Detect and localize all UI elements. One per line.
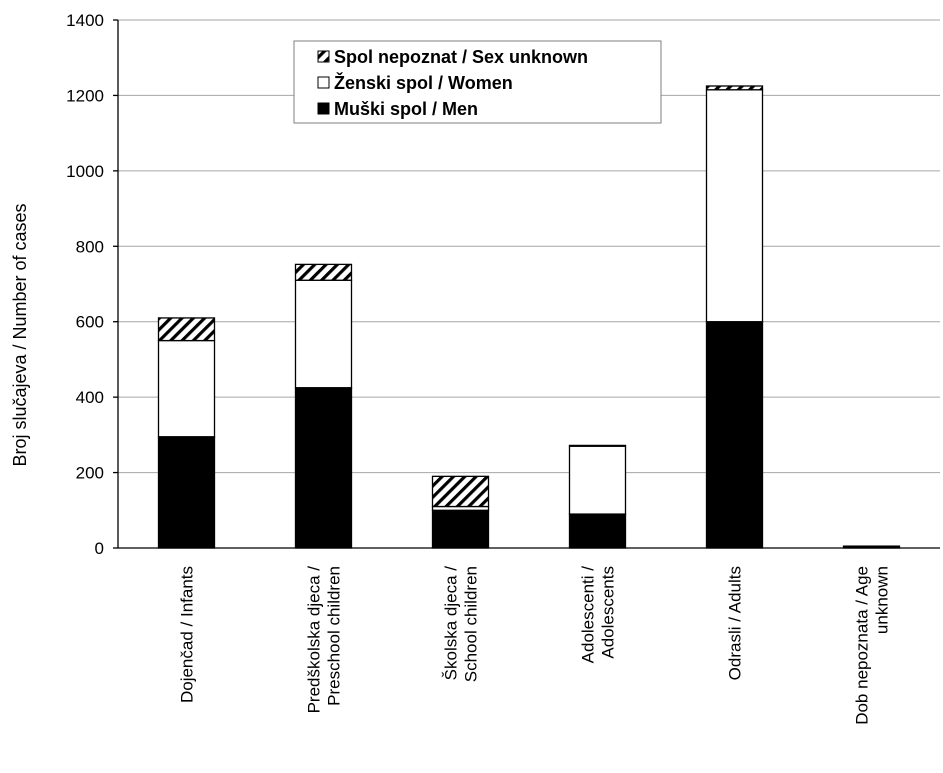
bar-segment	[568, 445, 627, 515]
bar-segment	[157, 317, 216, 342]
x-category-label-line: Predškolska djeca /	[305, 566, 324, 714]
x-category-label: Adolescenti / Adolescents	[579, 566, 618, 664]
legend-box	[293, 40, 662, 124]
legend-entry-label: Muški spol / Men	[334, 99, 478, 119]
y-tick-label: 200	[76, 464, 104, 483]
bar-segment	[705, 321, 764, 549]
x-category-label-line: Preschool children	[325, 566, 344, 706]
bars	[157, 85, 901, 549]
y-axis-ticks: 0 200 400 600 800 1000 1200 1400	[66, 11, 104, 558]
x-category-label-line: unknown	[873, 566, 892, 634]
x-category-label-line: Odrasli / Adults	[726, 566, 745, 680]
bar-segment	[705, 85, 764, 91]
x-category-label-line: Školska djeca /	[442, 566, 461, 681]
x-category-label: Odrasli / Adults	[726, 566, 745, 680]
legend-swatch	[317, 50, 330, 63]
y-tick-label: 1400	[66, 11, 104, 30]
bar-segment	[294, 279, 353, 389]
x-category-label: Dojenčad / Infants	[178, 566, 197, 703]
legend-entry-label: Ženski spol / Women	[334, 72, 513, 93]
bar-segment	[568, 444, 627, 447]
bar-segment	[705, 89, 764, 323]
y-tick-label: 1200	[66, 86, 104, 105]
bar-segment	[431, 475, 490, 508]
bar-segment	[157, 436, 216, 549]
bar-segment	[431, 509, 490, 549]
x-category-label-line: School children	[462, 566, 481, 682]
y-tick-label: 0	[95, 539, 104, 558]
bar-segment	[294, 263, 353, 281]
axes	[113, 19, 940, 549]
y-axis-label: Broj slučajeva / Number of cases	[10, 203, 30, 466]
legend-swatch	[317, 76, 330, 89]
legend: Spol nepoznat / Sex unknown Ženski spol /…	[293, 40, 662, 124]
x-category-label-line: Dob nepoznata / Age	[853, 566, 872, 725]
bar-segment	[157, 339, 216, 438]
y-tick-label: 800	[76, 237, 104, 256]
legend-swatch	[317, 102, 330, 115]
x-category-label: Školska djeca / School children	[442, 566, 481, 683]
x-category-label: Predškolska djeca / Preschool children	[305, 566, 344, 714]
x-category-label-line: Adolescents	[599, 566, 618, 659]
y-tick-label: 600	[76, 313, 104, 332]
x-category-label: Dob nepoznata / Age unknown	[853, 566, 892, 725]
x-category-label-line: Dojenčad / Infants	[178, 566, 197, 703]
bar-segment	[568, 513, 627, 549]
x-axis-categories: Dojenčad / Infants Predškolska djeca / Pre…	[178, 566, 892, 725]
y-tick-label: 1000	[66, 162, 104, 181]
y-tick-label: 400	[76, 388, 104, 407]
bar-segment	[294, 387, 353, 549]
x-category-label-line: Adolescenti /	[579, 566, 598, 664]
legend-entry-label: Spol nepoznat / Sex unknown	[334, 47, 588, 67]
